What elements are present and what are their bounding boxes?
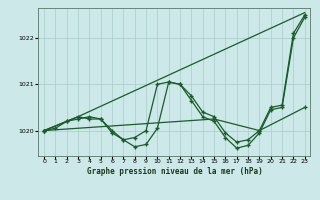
- X-axis label: Graphe pression niveau de la mer (hPa): Graphe pression niveau de la mer (hPa): [86, 167, 262, 176]
